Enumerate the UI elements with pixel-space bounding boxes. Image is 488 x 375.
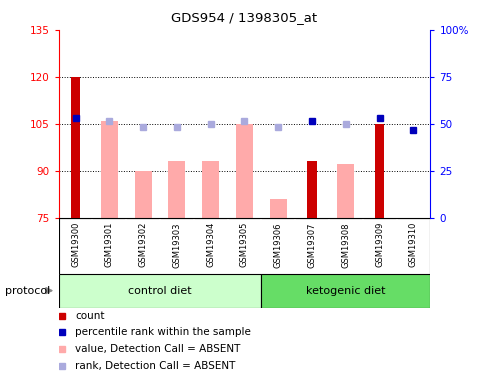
Text: value, Detection Call = ABSENT: value, Detection Call = ABSENT	[75, 344, 240, 354]
Text: rank, Detection Call = ABSENT: rank, Detection Call = ABSENT	[75, 361, 235, 371]
Bar	[59, 274, 261, 308]
Text: GSM19305: GSM19305	[240, 222, 248, 267]
Text: ketogenic diet: ketogenic diet	[305, 286, 385, 296]
Text: percentile rank within the sample: percentile rank within the sample	[75, 327, 251, 338]
Text: GSM19309: GSM19309	[374, 222, 384, 267]
Bar	[337, 164, 354, 218]
Bar	[101, 121, 118, 218]
Text: control diet: control diet	[128, 286, 191, 296]
Text: GDS954 / 1398305_at: GDS954 / 1398305_at	[171, 11, 317, 24]
Bar	[261, 274, 429, 308]
Text: GSM19307: GSM19307	[307, 222, 316, 267]
Text: count: count	[75, 310, 105, 321]
Bar	[202, 161, 219, 218]
Bar	[374, 124, 384, 218]
Text: GSM19301: GSM19301	[104, 222, 114, 267]
Text: GSM19300: GSM19300	[71, 222, 80, 267]
Bar	[71, 77, 80, 218]
Bar	[307, 161, 316, 218]
Text: GSM19308: GSM19308	[341, 222, 349, 267]
Text: GSM19303: GSM19303	[172, 222, 181, 267]
Bar	[269, 199, 286, 217]
Text: GSM19302: GSM19302	[139, 222, 147, 267]
Bar	[168, 161, 185, 218]
Bar	[236, 124, 252, 218]
Text: protocol: protocol	[5, 286, 50, 296]
Bar	[134, 171, 151, 217]
Text: GSM19310: GSM19310	[408, 222, 417, 267]
Text: GSM19304: GSM19304	[206, 222, 215, 267]
Text: GSM19306: GSM19306	[273, 222, 282, 267]
